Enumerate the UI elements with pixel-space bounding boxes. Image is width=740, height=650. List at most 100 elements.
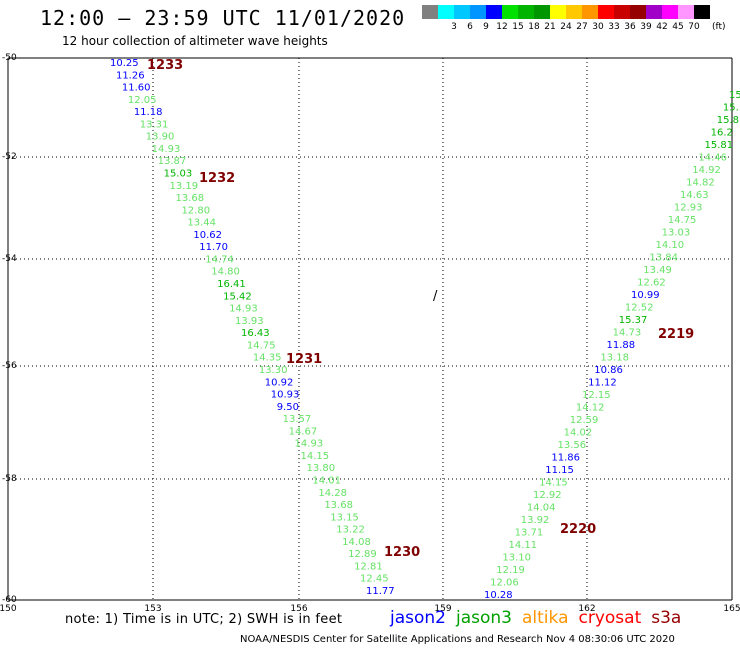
swh-value: 13.87	[158, 156, 187, 167]
swh-value: 13.22	[336, 525, 365, 536]
satellite-name: jason3	[456, 608, 512, 628]
swh-value: 16.2	[711, 128, 733, 139]
swh-value: 10.62	[193, 230, 222, 241]
swh-value: 14.01	[312, 475, 341, 486]
legend-swatch	[550, 5, 566, 19]
legend-label: 42	[656, 22, 668, 32]
swh-value: 14.11	[509, 540, 538, 551]
swh-value: 11.26	[116, 70, 145, 81]
swh-value: 14.82	[686, 178, 715, 189]
swh-value: 12.89	[348, 549, 377, 560]
swh-value: 10.28	[484, 590, 513, 601]
legend-label: 24	[560, 22, 572, 32]
swh-value: 13.84	[649, 253, 678, 264]
legend-swatch	[454, 5, 470, 19]
legend-unit: (ft)	[712, 22, 726, 32]
legend-swatch	[662, 5, 678, 19]
y-tick-label: -54	[2, 254, 17, 264]
legend-swatch	[646, 5, 662, 19]
legend-swatch	[566, 5, 582, 19]
swh-value: 14.15	[301, 451, 330, 462]
swh-value: 11.12	[588, 378, 617, 389]
satellite-name: altika	[522, 608, 569, 628]
swh-value: 11.18	[134, 107, 163, 118]
swh-value: 13.92	[521, 515, 550, 526]
swh-value: 15.8	[717, 115, 739, 126]
legend-label: 9	[483, 22, 489, 32]
swh-value: 13.68	[175, 193, 204, 204]
swh-value: 14.08	[342, 537, 371, 548]
swh-value: 14.73	[613, 328, 642, 339]
swh-value: 14.75	[668, 215, 697, 226]
y-tick-label: -60	[2, 595, 17, 605]
swh-value: 13.31	[140, 119, 169, 130]
footnote: note: 1) Time is in UTC; 2) SWH is in fe…	[65, 612, 343, 627]
swh-value: 12.45	[360, 574, 389, 585]
legend-label: 21	[544, 22, 556, 32]
y-tick-label: -52	[2, 152, 17, 162]
swh-value: 16.43	[241, 328, 270, 339]
y-tick-label: -56	[2, 361, 17, 371]
swh-value: 12.05	[128, 95, 157, 106]
swh-value: 14.35	[253, 353, 282, 364]
swh-value: 14.92	[692, 165, 721, 176]
pass-label: 1232	[199, 171, 235, 186]
swh-value: 14.12	[576, 403, 605, 414]
swh-value: 14.93	[229, 304, 258, 315]
swh-value: 15.	[729, 90, 740, 101]
legend-label: 70	[688, 22, 700, 32]
swh-value: 12.92	[533, 490, 562, 501]
y-tick-label: -58	[2, 474, 17, 484]
legend-label: 18	[528, 22, 540, 32]
legend-label: 3	[451, 22, 457, 32]
x-tick-label: 165	[723, 604, 740, 614]
pass-label: 1231	[286, 352, 322, 367]
swh-value: 13.68	[324, 500, 353, 511]
swh-value: 11.88	[607, 340, 636, 351]
swh-value: 14.93	[152, 144, 181, 155]
legend-swatch	[438, 5, 454, 19]
satellite-name: s3a	[651, 608, 682, 628]
swh-value: 11.15	[545, 465, 574, 476]
swh-value: 13.80	[306, 463, 335, 474]
satellite-name: cryosat	[578, 608, 642, 628]
swh-value: 13.18	[600, 353, 629, 364]
swh-value: 14.46	[698, 153, 727, 164]
track-mark: /	[433, 289, 438, 304]
credit-line: NOAA/NESDIS Center for Satellite Applica…	[240, 634, 675, 645]
swh-value: 13.56	[558, 440, 587, 451]
legend-swatch	[518, 5, 534, 19]
legend-swatch	[534, 5, 550, 19]
x-tick-label: 162	[578, 604, 596, 614]
swh-value: 10.25	[110, 58, 139, 69]
legend-swatch	[486, 5, 502, 19]
swh-value: 13.15	[330, 512, 359, 523]
x-tick-label: 150	[0, 604, 17, 614]
swh-value: 13.57	[283, 414, 312, 425]
swh-value: 15.81	[705, 140, 734, 151]
swh-value: 13.44	[187, 218, 216, 229]
swh-value: 10.99	[631, 290, 660, 301]
swh-value: 14.93	[295, 439, 324, 450]
pass-label: 1230	[384, 545, 420, 560]
swh-value: 10.92	[265, 377, 294, 388]
map-title: 12:00 – 23:59 UTC 11/01/2020	[40, 6, 406, 30]
legend-swatch	[630, 5, 646, 19]
legend-label: 30	[592, 22, 604, 32]
legend-swatch	[502, 5, 518, 19]
legend-label: 12	[496, 22, 508, 32]
swh-value: 11.77	[366, 586, 395, 597]
swh-value: 12.62	[637, 278, 666, 289]
swh-value: 12.15	[582, 390, 611, 401]
swh-value: 12.80	[181, 205, 210, 216]
swh-value: 14.10	[656, 240, 685, 251]
map-subtitle: 12 hour collection of altimeter wave hei…	[62, 34, 328, 48]
swh-value: 11.70	[199, 242, 228, 253]
swh-value: 15.	[723, 103, 739, 114]
x-tick-label: 153	[144, 604, 162, 614]
swh-value: 14.74	[205, 254, 234, 265]
swh-value: 13.93	[235, 316, 264, 327]
swh-value: 10.93	[271, 390, 300, 401]
x-tick-label: 156	[290, 604, 308, 614]
